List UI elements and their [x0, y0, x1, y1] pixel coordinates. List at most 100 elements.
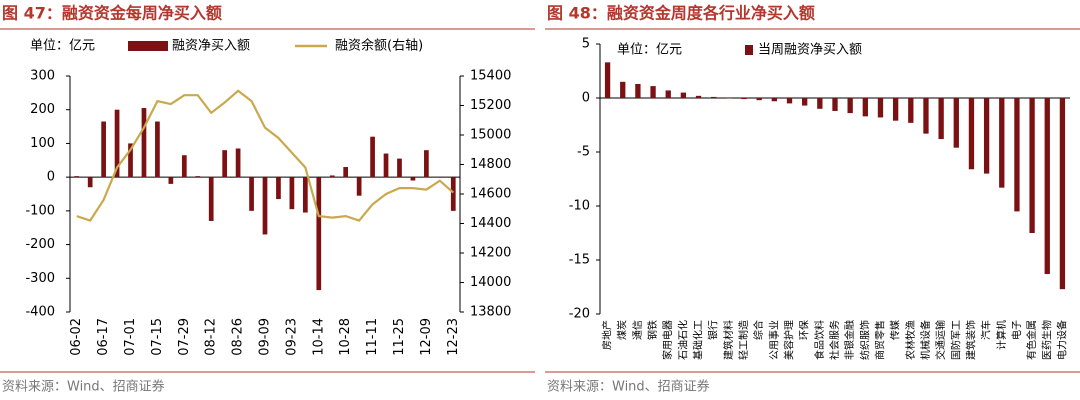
bar [620, 81, 626, 98]
bar [892, 98, 899, 121]
x-tick-label: 有色金属 [1025, 320, 1038, 360]
x-tick-label: 通信 [632, 320, 644, 340]
bar [968, 98, 975, 170]
y2-tick-label: 14600 [470, 187, 511, 202]
bar [424, 150, 429, 178]
y-tick-label: -200 [25, 237, 55, 252]
y-tick-label: -10 [569, 199, 590, 214]
y2-tick-label: 14400 [470, 216, 511, 231]
bar [222, 150, 228, 178]
unit-label: 单位：亿元 [617, 43, 682, 58]
x-tick-label: 11-25 [392, 318, 407, 356]
x-tick-label: 06-17 [96, 318, 111, 356]
x-tick-label: 07-01 [123, 318, 138, 356]
y-tick-label: 0 [582, 91, 590, 106]
bar [181, 155, 187, 178]
bar [329, 175, 335, 178]
bar [450, 177, 456, 211]
y-tick-label: -20 [569, 307, 590, 322]
unit-label: 单位：亿元 [30, 39, 95, 54]
bar [650, 86, 656, 98]
x-tick-label: 商贸零售 [873, 320, 886, 360]
bar [302, 177, 308, 213]
bar [437, 177, 443, 178]
bar [604, 62, 611, 98]
x-tick-label: 传媒 [890, 320, 902, 340]
bar [908, 98, 914, 123]
bar [923, 98, 929, 134]
x-tick-label: 09-09 [258, 318, 273, 356]
source: 资料来源：Wind、招商证券 [547, 379, 710, 395]
x-tick-label: 机械设备 [919, 320, 932, 360]
source: 资料来源：Wind、招商证券 [2, 379, 165, 395]
x-tick-label: 公用事业 [767, 320, 780, 360]
legend-swatch [128, 41, 168, 51]
x-tick-label: 钢铁 [646, 320, 659, 340]
y2-tick-label: 14800 [470, 157, 511, 172]
bar [87, 177, 93, 188]
y-tick-label: -15 [569, 253, 590, 268]
x-tick-label: 12-23 [446, 318, 461, 356]
bar [832, 98, 838, 111]
bar [817, 98, 823, 109]
bar [862, 98, 868, 117]
bar [711, 96, 717, 98]
x-tick-label: 银行 [707, 320, 720, 340]
x-tick-label: 石油石化 [676, 320, 689, 360]
y-tick-label: 100 [30, 136, 55, 151]
bar [168, 177, 174, 184]
legend-label: 当周融资净买入额 [758, 43, 862, 58]
bar [289, 177, 295, 210]
bar [665, 90, 671, 98]
bar [383, 153, 389, 178]
y-tick-label: -400 [25, 305, 55, 320]
bar [983, 98, 990, 174]
y2-tick-label: 15400 [470, 69, 511, 84]
y2-tick-label: 14200 [470, 246, 511, 261]
bar [262, 177, 268, 235]
bar [680, 92, 687, 98]
bar [141, 108, 147, 178]
x-tick-label: 10-28 [338, 318, 353, 356]
bar [356, 177, 362, 196]
bar [741, 98, 747, 100]
bar [114, 109, 120, 178]
x-tick-label: 轻工制造 [737, 320, 750, 360]
bar [771, 98, 778, 102]
x-tick-label: 家用电器 [661, 320, 674, 360]
x-tick-label: 建筑装饰 [964, 320, 977, 360]
y2-tick-label: 15200 [470, 98, 511, 113]
x-tick-label: 食品饮料 [813, 320, 826, 360]
bar [999, 98, 1005, 188]
bar [397, 158, 402, 178]
bar [128, 143, 133, 178]
x-tick-label: 08-12 [204, 318, 219, 356]
y-tick-label: 200 [30, 102, 55, 117]
x-tick-label: 非银金融 [843, 320, 856, 360]
bar [695, 95, 702, 98]
legend-label: 融资净买入额 [172, 39, 250, 54]
bar [316, 177, 322, 291]
bar [249, 177, 254, 211]
line-series [76, 89, 455, 222]
bar [1029, 98, 1035, 233]
bar [370, 136, 375, 178]
bar [786, 98, 793, 104]
x-tick-label: 07-15 [150, 318, 165, 356]
legend-label: 融资余额(右轴) [335, 38, 423, 54]
y-tick-label: -100 [25, 203, 55, 218]
bar [847, 98, 853, 114]
x-tick-label: 电力设备 [1055, 320, 1068, 360]
x-tick-label: 国防军工 [949, 320, 962, 360]
bar [1014, 98, 1020, 212]
x-tick-label: 纺织服饰 [858, 320, 871, 360]
y-tick-label: 5 [582, 37, 590, 52]
bar [101, 121, 106, 178]
bar [635, 83, 641, 98]
x-tick-label: 汽车 [980, 320, 993, 340]
bar [343, 167, 349, 178]
bar [953, 98, 959, 148]
x-tick-label: 06-02 [69, 318, 84, 356]
bar [877, 98, 884, 118]
x-tick-label: 综合 [752, 320, 765, 340]
